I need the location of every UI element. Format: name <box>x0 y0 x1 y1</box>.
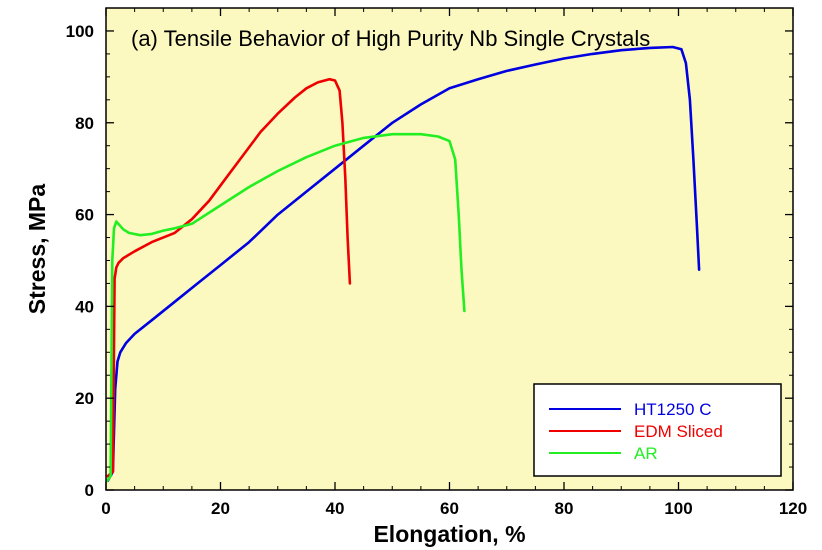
y-tick-label: 0 <box>85 481 94 500</box>
y-tick-label: 100 <box>66 22 94 41</box>
x-tick-label: 40 <box>326 499 345 518</box>
x-tick-label: 80 <box>555 499 574 518</box>
legend: HT1250 C EDM Sliced AR <box>534 384 781 476</box>
y-tick-label: 20 <box>75 389 94 408</box>
y-tick-label: 60 <box>75 206 94 225</box>
x-tick-label: 100 <box>664 499 692 518</box>
chart-title: (a) Tensile Behavior of High Purity Nb S… <box>131 26 650 51</box>
y-axis-title: Stress, MPa <box>24 184 50 315</box>
x-tick-label: 120 <box>779 499 807 518</box>
x-tick-label: 60 <box>440 499 459 518</box>
y-tick-label: 40 <box>75 297 94 316</box>
legend-label-edm-sliced: EDM Sliced <box>634 422 723 441</box>
x-tick-label: 0 <box>101 499 110 518</box>
legend-label-ar: AR <box>634 444 658 463</box>
x-axis-title: Elongation, % <box>373 521 525 547</box>
y-tick-label: 80 <box>75 114 94 133</box>
legend-label-ht1250c: HT1250 C <box>634 400 711 419</box>
x-tick-label: 20 <box>211 499 230 518</box>
